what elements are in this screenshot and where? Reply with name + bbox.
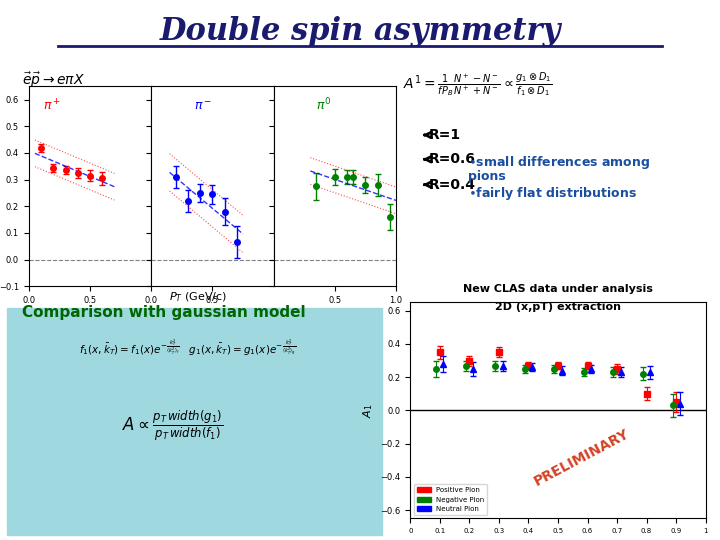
Text: R=1: R=1 (429, 128, 462, 142)
Text: Comparison with gaussian model: Comparison with gaussian model (22, 305, 305, 320)
Text: $\pi^0$: $\pi^0$ (317, 97, 331, 113)
Text: $\pi^+$: $\pi^+$ (43, 98, 62, 113)
Legend: Positive Pion, Negative Pion, Neutral Pion: Positive Pion, Negative Pion, Neutral Pi… (414, 484, 487, 515)
Text: $\pi^-$: $\pi^-$ (194, 100, 212, 113)
Text: $A \propto \frac{p_T\,width(g_1)}{p_T\,width(f_1)}$: $A \propto \frac{p_T\,width(g_1)}{p_T\,w… (122, 409, 223, 444)
Text: pions: pions (468, 170, 505, 183)
Text: $\bullet$small differences among: $\bullet$small differences among (468, 154, 650, 171)
Text: PRELIMINARY: PRELIMINARY (531, 427, 631, 489)
Text: $f_1(x,\bar{k}_T)=f_1(x)e^{-\frac{k_T^2}{\langle k_T^2\rangle_f}}$   $g_1(x,\bar: $f_1(x,\bar{k}_T)=f_1(x)e^{-\frac{k_T^2}… (78, 338, 296, 359)
Text: $A^1 = \frac{1}{fP_B}\frac{N^+ - N^-}{N^+ + N^-} \propto \frac{g_1 \otimes D_1}{: $A^1 = \frac{1}{fP_B}\frac{N^+ - N^-}{N^… (403, 70, 553, 99)
Text: 2D (x,pT) extraction: 2D (x,pT) extraction (495, 302, 621, 313)
Text: $P_T$ (GeV/c): $P_T$ (GeV/c) (169, 290, 227, 303)
Text: $\bullet$fairly flat distributions: $\bullet$fairly flat distributions (468, 185, 637, 201)
Text: $\vec{e}\vec{p} \rightarrow e\pi X$: $\vec{e}\vec{p} \rightarrow e\pi X$ (22, 70, 85, 90)
Text: R=0.6: R=0.6 (429, 152, 476, 166)
Text: New CLAS data under analysis: New CLAS data under analysis (463, 284, 653, 294)
Y-axis label: $A_1$: $A_1$ (361, 403, 375, 417)
Text: Double spin asymmetry: Double spin asymmetry (159, 16, 561, 47)
Text: R=0.4: R=0.4 (429, 178, 476, 192)
